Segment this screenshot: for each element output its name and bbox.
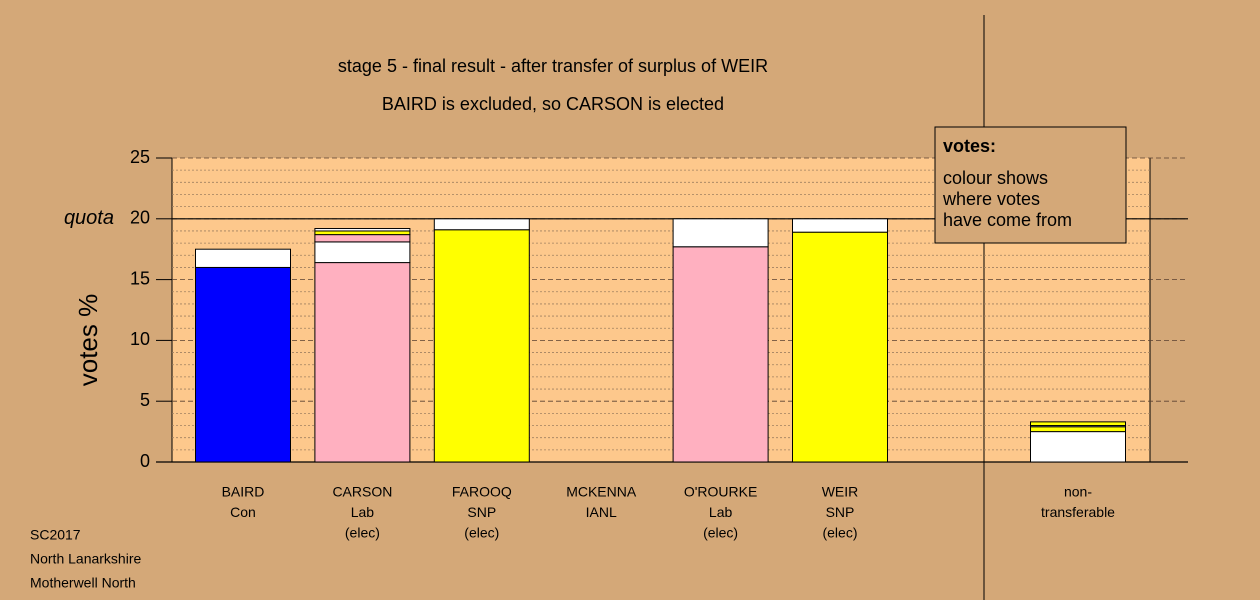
bar-segment [314,241,411,264]
x-tick-label: Lab [709,504,733,520]
x-tick-label: (elec) [464,525,499,541]
y-tick-label: 25 [130,147,150,167]
y-tick-label: 15 [130,268,150,288]
y-axis-label: votes % [73,294,103,387]
y-tick-label: 0 [140,451,150,471]
note-frame [934,126,1127,244]
x-tick-label: WEIR [822,484,859,500]
chart-subtitle: BAIRD is excluded, so CARSON is elected [382,94,724,114]
x-tick-label: Con [230,504,256,520]
x-tick-label: BAIRD [222,484,265,500]
bar-segment [792,218,888,233]
x-tick-label: non- [1064,484,1092,500]
x-tick-label: O'ROURKE [684,484,757,500]
footer-line: SC2017 [30,527,81,543]
bar-segment [433,229,530,463]
bar-segment [1030,426,1126,433]
footer-line: Motherwell North [30,575,136,591]
note-box: votes: colour shows where votes have com… [934,126,1127,244]
bar-segment [433,218,530,231]
bar-segment [195,266,291,463]
footer-line: North Lanarkshire [30,551,141,567]
x-tick-label: CARSON [332,484,392,500]
bar-segment [314,262,411,463]
chart-title: stage 5 - final result - after transfer … [338,56,768,76]
bar-segment [1030,421,1126,427]
y-tick-label: 10 [130,329,150,349]
bar-segment [314,228,411,232]
x-tick-label: Lab [351,504,375,520]
y-tick-label: 20 [130,208,150,228]
bar-segment [314,230,411,236]
x-tick-label: (elec) [822,525,857,541]
x-tick-label: (elec) [345,525,380,541]
bar-segment [314,234,411,243]
x-tick-label: FAROOQ [452,484,512,500]
bar-segment [195,248,291,268]
x-tick-label: SNP [826,504,855,520]
bar-segment [792,231,888,463]
y-tick-label: 5 [140,390,150,410]
bar-segment [1030,431,1126,463]
note-line: where votes [942,189,1040,209]
note-line: colour shows [943,168,1048,188]
x-tick-label: MCKENNA [566,484,637,500]
x-tick-label: SNP [467,504,496,520]
x-tick-label: IANL [586,504,617,520]
bar-segment [672,218,769,248]
quota-label: quota [64,207,114,229]
note-title: votes: [943,136,996,156]
bar-segment [672,246,769,463]
x-tick-label: transferable [1041,504,1115,520]
note-line: have come from [943,210,1072,230]
x-tick-label: (elec) [703,525,738,541]
